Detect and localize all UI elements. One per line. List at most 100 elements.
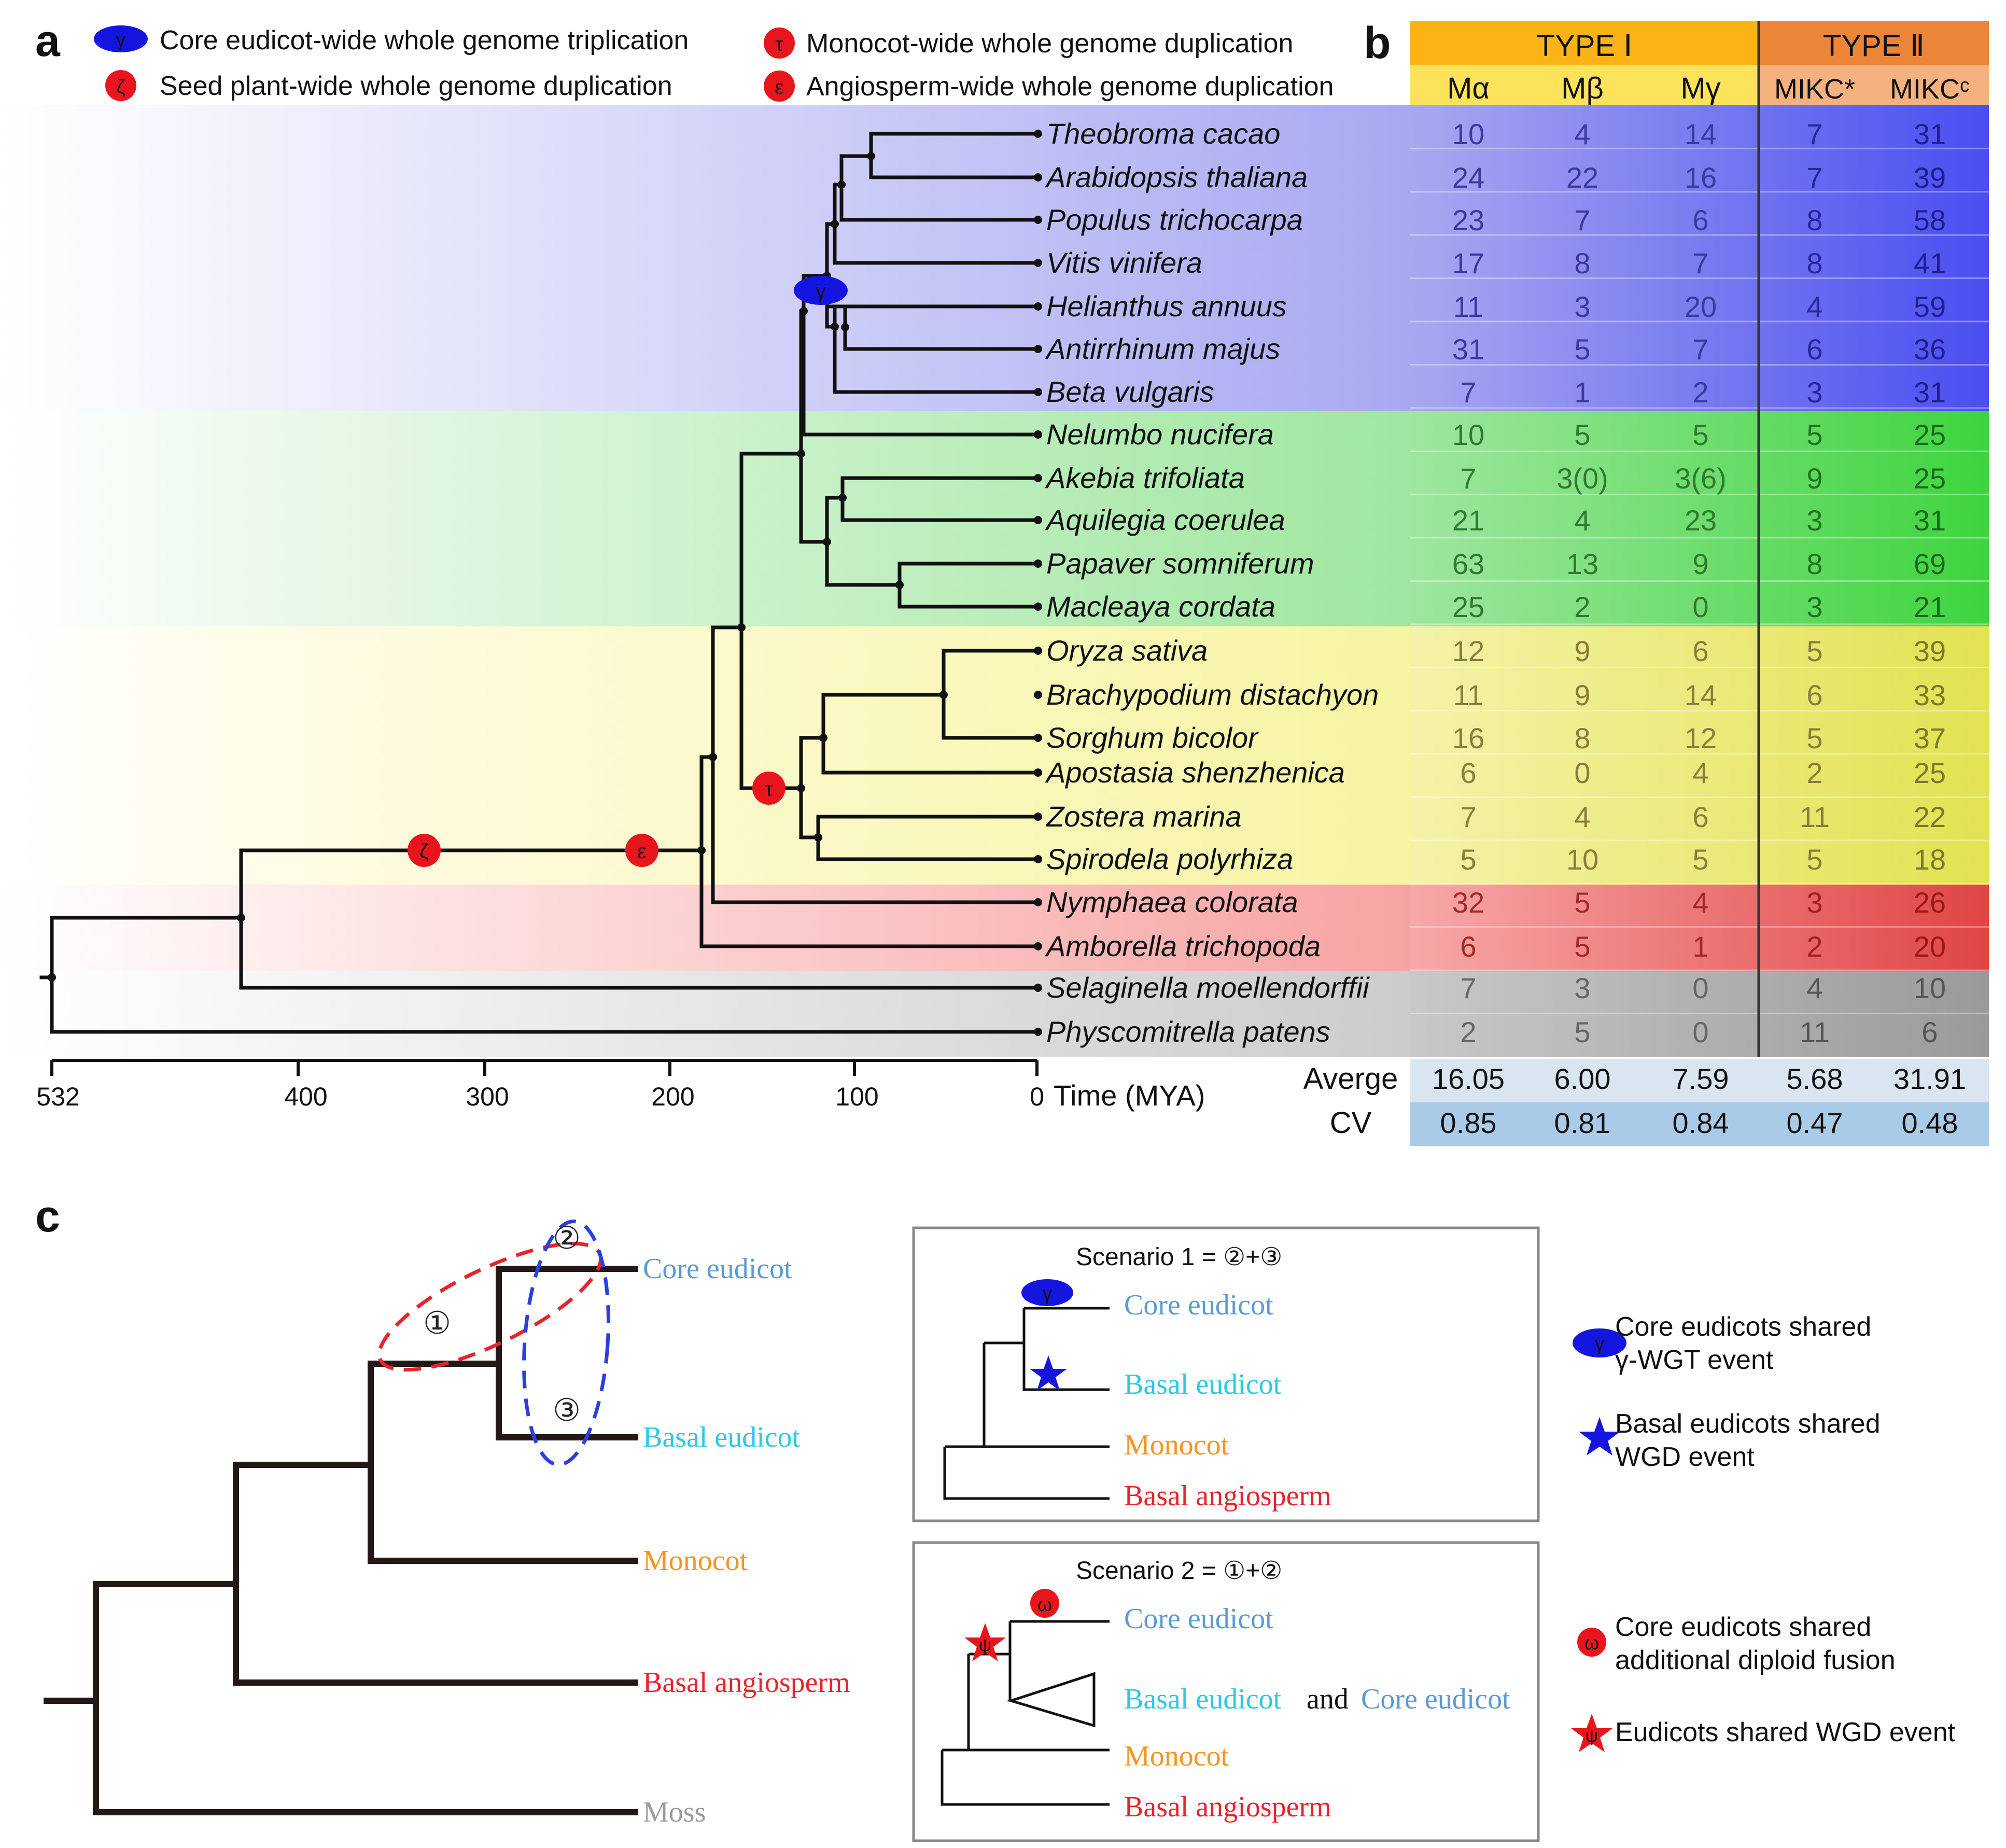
legend-c-omega-line1: Core eudicots shared [1615, 1612, 1871, 1642]
cv-band [1410, 1102, 1989, 1146]
s2-branch-core [1008, 1620, 1110, 1701]
table-cell: 41 [1914, 247, 1946, 279]
legend-c-psi-star [1571, 1714, 1612, 1752]
node-dot [737, 623, 746, 632]
s2-branch-basal-angio [941, 1750, 1110, 1806]
cv-cell: 0.48 [1902, 1107, 1958, 1139]
table-cell: 6 [1692, 204, 1708, 236]
legend-epsilon: ε Angiosperm-wide whole genome duplicati… [764, 71, 1334, 102]
table-cell: 7 [1692, 333, 1708, 366]
table-cell: 5 [1460, 843, 1476, 876]
species-label: Spirodela polyrhiza [1046, 843, 1293, 875]
table-cell: 5 [1806, 418, 1822, 451]
summary-rows: 16.05 6.00 7.59 5.68 31.91 0.85 0.81 0.84 0.47 0.… [1432, 1062, 1966, 1139]
tip-dot [1034, 898, 1042, 906]
s2-label-and: and [1307, 1683, 1349, 1715]
table-cell: 18 [1914, 843, 1946, 876]
s2-omega-glyph: ω [1037, 1594, 1052, 1615]
tip-dot [1034, 984, 1042, 992]
species-label: Brachypodium distachyon [1046, 678, 1379, 711]
table-cell: 6 [1460, 930, 1476, 963]
cv-cell: 0.84 [1673, 1107, 1729, 1139]
table-cell: 14 [1685, 118, 1717, 150]
tip-dot [1034, 302, 1042, 311]
table-cell: 39 [1914, 635, 1946, 667]
species-label: Apostasia shenzhenica [1045, 756, 1345, 789]
legend-c-psi-line1: Eudicots shared WGD event [1615, 1717, 1956, 1747]
s1-label-core: Core eudicot [1124, 1289, 1273, 1321]
average-cell: 16.05 [1432, 1062, 1505, 1095]
legend-zeta: ζ Seed plant-wide whole genome duplicati… [105, 70, 672, 101]
tip-dot [1034, 516, 1042, 524]
legend-c-omega-circle [1577, 1628, 1606, 1657]
species-label: Theobroma cacao [1046, 117, 1280, 150]
cv-cell: 0.47 [1787, 1107, 1843, 1139]
branch-akebia-aquilegia [840, 476, 1039, 522]
s2-omega-circle [1030, 1589, 1059, 1618]
epsilon-glyph: ε [637, 840, 647, 863]
table-cell: 8 [1806, 548, 1822, 580]
table-cell: 11 [1800, 801, 1830, 833]
species-label: Beta vulgaris [1046, 375, 1214, 408]
table-cell: 2 [1574, 591, 1590, 623]
type1-header-band [1410, 21, 1759, 65]
node-dot [867, 152, 875, 160]
basal-eudicot-band [0, 411, 1410, 626]
species-label: Amborella trichopoda [1045, 930, 1321, 962]
table-cell: 11 [1800, 1016, 1830, 1048]
table-cell: 10 [1566, 843, 1598, 876]
node-dot [939, 691, 948, 699]
table-cell: 1 [1574, 376, 1590, 409]
c-branch-moss [93, 1581, 638, 1815]
tip-dot [1034, 130, 1042, 138]
c-label-monocot: Monocot [643, 1545, 748, 1577]
tip-dot [1034, 603, 1042, 611]
type1-subheader-band [1410, 65, 1759, 105]
average-cell: 5.68 [1787, 1062, 1843, 1095]
tip-dot [1034, 559, 1042, 568]
node-dots [48, 152, 948, 982]
table-cell: 58 [1914, 204, 1946, 236]
table-cell: 36 [1914, 333, 1946, 366]
species-label: Zostera marina [1045, 800, 1242, 833]
s1-branch-monocot [983, 1343, 1110, 1448]
table-cell: 31 [1914, 376, 1946, 409]
table-backgrounds [1410, 21, 1989, 1146]
tip-dot [1034, 173, 1042, 181]
tau-glyph: τ [765, 778, 773, 801]
table-cell: 3 [1806, 504, 1822, 537]
legend-epsilon-glyph: ε [775, 77, 784, 99]
table-cell: 16 [1452, 722, 1484, 754]
table-cell: 3(0) [1556, 462, 1608, 495]
table-cell: 4 [1692, 757, 1708, 789]
species-label: Akebia trifoliata [1045, 461, 1245, 494]
table-cell: 13 [1566, 548, 1598, 580]
table-cell: 23 [1452, 204, 1484, 236]
tip-dot [1034, 259, 1042, 267]
table-cell: 25 [1914, 462, 1946, 495]
legend-gamma-text: Core eudicot-wide whole genome triplicat… [160, 25, 689, 55]
legend-c-star-icon [1579, 1417, 1620, 1455]
table-cell: 8 [1806, 247, 1822, 279]
branch-grasses-apostasia [821, 693, 1039, 775]
s2-label-basal-eudicot: Basal eudicot [1124, 1683, 1282, 1715]
table-cell: 9 [1574, 679, 1590, 711]
node-dot [831, 323, 839, 331]
species-label: Antirrhinum majus [1045, 332, 1280, 365]
table-cell: 4 [1574, 118, 1590, 150]
average-band [1410, 1059, 1989, 1102]
tip-dot [1034, 768, 1042, 777]
tau-event-marker: τ [752, 772, 785, 805]
branch-zostera-spirodela [816, 815, 1039, 861]
type2-subheader-band [1759, 65, 1989, 105]
node-dot [709, 753, 717, 761]
table-cell: 5 [1574, 1016, 1590, 1048]
moss-band [0, 971, 1410, 1057]
table-basal-band [1410, 411, 1989, 626]
table-cell: 6 [1692, 801, 1708, 833]
branch-papaver-macleaya [897, 562, 1039, 609]
node-dot [48, 973, 56, 982]
scenario-2-title: Scenario 2 = ①+② [1076, 1557, 1282, 1585]
